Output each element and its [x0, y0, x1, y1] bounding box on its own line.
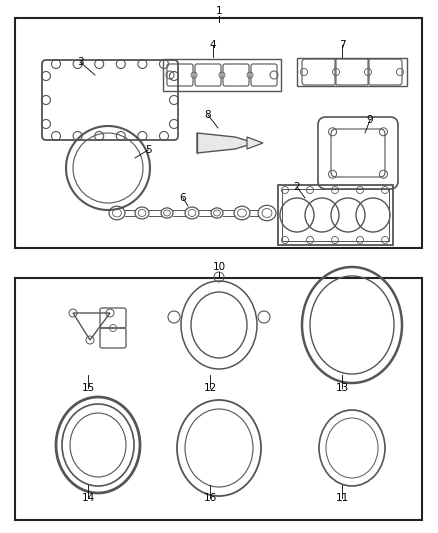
- Text: 5: 5: [145, 145, 151, 155]
- Text: 11: 11: [336, 493, 349, 503]
- Text: 1: 1: [215, 6, 223, 16]
- Bar: [163, 59, 281, 91]
- Text: 13: 13: [336, 383, 349, 393]
- Bar: [278, 185, 393, 245]
- Polygon shape: [197, 133, 253, 153]
- Text: 16: 16: [203, 493, 217, 503]
- Text: 2: 2: [294, 182, 300, 192]
- Text: 7: 7: [339, 40, 345, 50]
- Bar: [297, 58, 407, 86]
- Text: 6: 6: [180, 193, 186, 203]
- Text: 15: 15: [81, 383, 95, 393]
- Text: 4: 4: [210, 40, 216, 50]
- Text: 14: 14: [81, 493, 95, 503]
- Text: 9: 9: [367, 115, 373, 125]
- Text: 3: 3: [77, 57, 83, 67]
- Bar: [282, 189, 389, 241]
- Polygon shape: [247, 137, 263, 149]
- Bar: [15, 278, 422, 520]
- Text: 12: 12: [203, 383, 217, 393]
- Bar: [15, 18, 422, 248]
- Text: 8: 8: [205, 110, 211, 120]
- Text: 10: 10: [212, 262, 226, 272]
